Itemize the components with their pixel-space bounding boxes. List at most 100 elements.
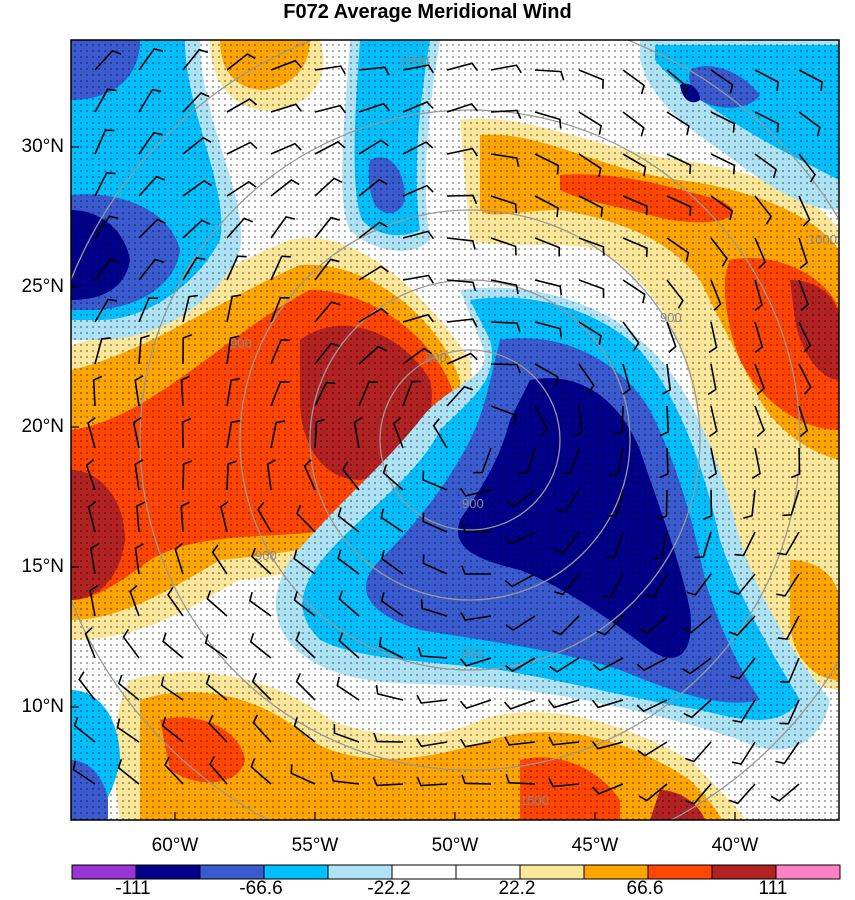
wind-barb xyxy=(338,632,360,659)
wind-barb xyxy=(446,237,476,250)
colorbar-swatch xyxy=(775,864,841,880)
wind-barb xyxy=(682,615,712,634)
wind-barb xyxy=(337,507,360,533)
wind-barb xyxy=(226,294,242,323)
wind-barb xyxy=(358,139,389,155)
wind-barb xyxy=(204,634,228,659)
wind-barb xyxy=(84,627,96,659)
wind-barb xyxy=(578,111,602,135)
wind-barb xyxy=(94,337,111,365)
wind-barb xyxy=(622,237,648,258)
wind-barb xyxy=(685,783,712,805)
wind-barb xyxy=(702,489,713,521)
wind-barb xyxy=(446,194,478,205)
wind-barb xyxy=(591,699,624,709)
wind-barb xyxy=(490,64,522,74)
wind-barb xyxy=(134,375,144,407)
wind-barb xyxy=(505,657,536,673)
wind-barb xyxy=(446,279,477,292)
wind-barb xyxy=(314,216,340,239)
wind-barb xyxy=(622,321,640,351)
wind-barb xyxy=(333,724,360,743)
wind-barb xyxy=(250,547,272,575)
colorbar-swatch xyxy=(391,864,457,880)
wind-barb xyxy=(798,153,816,183)
wind-barb xyxy=(78,671,96,701)
wind-barb xyxy=(358,345,387,365)
wind-barb xyxy=(707,363,717,395)
wind-barb xyxy=(226,98,258,113)
wind-barb xyxy=(636,657,668,672)
wind-barb xyxy=(534,237,560,257)
wind-barb xyxy=(743,489,756,519)
wind-barb xyxy=(534,321,562,338)
wind-barb xyxy=(645,573,668,598)
wind-barb xyxy=(666,237,690,262)
wind-barb xyxy=(270,179,300,197)
wind-barb xyxy=(94,129,115,155)
wind-barb xyxy=(666,279,684,309)
wind-barb xyxy=(710,69,734,94)
wind-barb xyxy=(790,447,801,479)
lon-label: 40°W xyxy=(711,835,759,856)
wind-barb xyxy=(314,342,340,365)
wind-barb xyxy=(775,741,800,765)
wind-barb xyxy=(380,592,404,617)
wind-barb xyxy=(798,237,808,270)
wind-barb xyxy=(490,279,519,295)
wind-barb xyxy=(226,335,240,365)
contour-label: 900 xyxy=(255,548,277,563)
wind-barb xyxy=(422,512,448,533)
wind-barb xyxy=(708,405,718,438)
wind-barb xyxy=(666,321,677,354)
wind-barb xyxy=(182,294,199,323)
wind-barb xyxy=(461,522,492,533)
wind-barb xyxy=(252,714,272,743)
wind-barb xyxy=(116,718,140,743)
wind-barb xyxy=(290,764,316,785)
lat-label: 25°N xyxy=(21,276,64,297)
wind-barb xyxy=(578,69,604,89)
wind-barb xyxy=(129,584,140,617)
wind-barb xyxy=(160,676,184,701)
wind-barb xyxy=(596,615,624,636)
lon-label: 60°W xyxy=(151,835,199,856)
wind-barb xyxy=(609,447,624,476)
wind-barb xyxy=(353,417,363,449)
wind-barb xyxy=(446,147,479,157)
wind-barb xyxy=(138,334,150,365)
contour-label: 1000 xyxy=(808,232,837,247)
wind-barb xyxy=(226,217,253,239)
wind-barb xyxy=(459,487,492,497)
wind-barb xyxy=(89,543,99,575)
wind-barb xyxy=(578,321,602,345)
wind-barb xyxy=(338,590,360,617)
wind-barb xyxy=(518,447,536,475)
wind-barb xyxy=(549,657,580,673)
wind-barb xyxy=(534,279,563,296)
contour-label: 800 xyxy=(425,350,447,365)
wind-barb xyxy=(206,590,228,617)
wind-barb xyxy=(314,381,336,407)
wind-barb xyxy=(180,375,190,407)
wind-barb xyxy=(94,258,120,281)
wind-barb xyxy=(211,544,228,575)
wind-barb xyxy=(293,717,316,743)
wind-barb xyxy=(754,195,773,225)
wind-barb xyxy=(138,218,166,239)
wind-barb xyxy=(219,500,229,533)
wind-barb xyxy=(402,64,434,74)
wind-barbs xyxy=(72,47,823,805)
wind-barb xyxy=(637,741,668,757)
wind-barb xyxy=(734,531,756,557)
wind-barb xyxy=(314,258,340,281)
colorbar-swatch xyxy=(711,864,777,880)
wind-barb xyxy=(270,142,302,155)
wind-barb xyxy=(226,377,241,407)
wind-barb xyxy=(779,699,800,725)
wind-barb xyxy=(402,101,434,113)
wind-barb xyxy=(547,699,580,709)
wind-barb xyxy=(295,504,316,533)
wind-barb xyxy=(226,419,241,449)
wind-barb xyxy=(180,501,190,533)
